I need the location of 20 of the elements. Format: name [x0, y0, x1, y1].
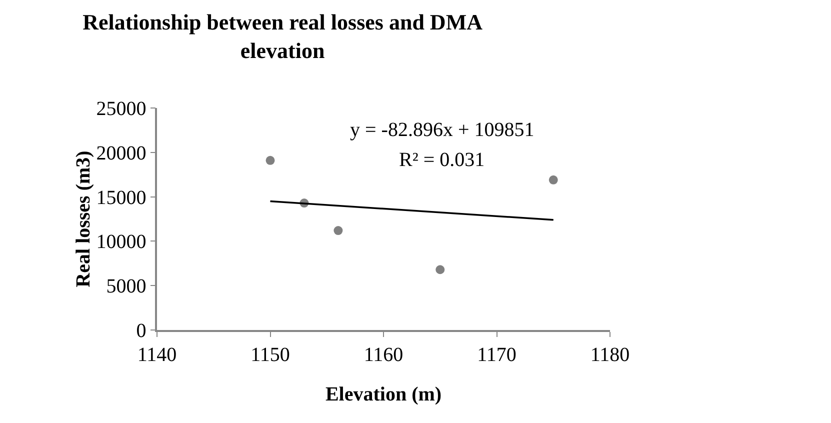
x-tick-label: 1180 [590, 344, 630, 366]
x-tick-label: 1160 [364, 344, 404, 366]
annotation: R² = 0.031 [399, 149, 485, 171]
point [334, 226, 343, 236]
y-tick-label: 15000 [96, 186, 146, 209]
y-axis-title: Real losses (m3) [72, 150, 94, 288]
y-tick-label: 0 [136, 320, 146, 342]
y-tick-label: 10000 [96, 231, 146, 254]
annotation: y = -82.896x + 109851 [350, 119, 534, 141]
y-tick-label: 5000 [106, 276, 146, 298]
x-tick-label: 1140 [137, 344, 177, 366]
point [266, 156, 275, 165]
x-tick-label: 1150 [250, 344, 290, 366]
point [548, 175, 558, 184]
x-axis-title: Elevation (m) [325, 384, 442, 406]
point [436, 265, 445, 274]
chart-title: Relationship between real losses and DMA elevation [82, 10, 483, 64]
x-tick-label: 1170 [477, 344, 516, 366]
y-tick-label: 25000 [96, 98, 146, 120]
y-tick-label: 20000 [96, 142, 146, 164]
